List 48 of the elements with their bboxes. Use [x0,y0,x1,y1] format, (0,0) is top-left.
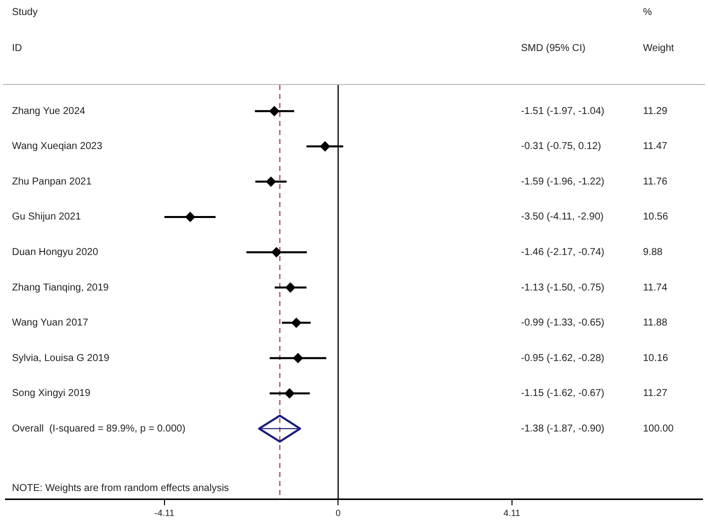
annotation: -1.15 (-1.62, -0.67) [521,388,604,400]
point [185,212,196,222]
y-tick-label: Song Xingyi 2019 [12,388,91,400]
y-tick-label: Wang Yuan 2017 [12,318,89,329]
text: ID [12,42,22,54]
y-tick-label: Zhang Tianqing, 2019 [12,282,110,294]
text: SMD (95% CI) [521,42,586,54]
annotation: -3.50 (-4.11, -2.90) [521,212,604,223]
y-tick-label: Zhang Yue 2024 [12,106,86,117]
x-tick-label: 4.11 [503,508,520,518]
text: NOTE: Weights are from random effects analysis [12,482,229,494]
point [292,353,303,364]
annotation: 9.88 [643,246,663,258]
y-tick-label: Gu Shijun 2021 [12,212,82,223]
annotation: -0.31 (-0.75, 0.12) [521,141,602,152]
text: Weight [643,42,674,54]
x-tick-label: -4.11 [154,508,174,518]
annotation: 11.27 [643,388,668,400]
point [291,318,302,328]
annotation: -1.46 (-2.17, -0.74) [521,246,604,258]
annotation: 100.00 [643,423,674,434]
annotation: 11.76 [643,176,668,188]
annotation: 11.47 [643,141,668,152]
y-tick-label: Overall (I-squared = 89.9%, p = 0.000) [12,423,186,434]
annotation: -1.51 (-1.97, -1.04) [521,106,604,117]
point [285,282,296,293]
point [271,247,282,258]
text: Study [12,6,38,18]
y-tick-label: Sylvia, Louisa G 2019 [12,352,110,364]
annotation: 11.88 [643,318,668,329]
point [284,388,295,398]
annotation: -0.95 (-1.62, -0.28) [521,352,604,364]
y-tick-label: Duan Hongyu 2020 [12,246,99,258]
point [266,176,276,187]
y-tick-label: Zhu Panpan 2021 [12,176,92,188]
annotation: 10.16 [643,352,668,364]
annotation: 11.29 [643,106,668,117]
x-tick-label: 0 [336,508,341,518]
annotation: -1.38 (-1.87, -0.90) [521,423,604,434]
y-tick-label: Wang Xueqian 2023 [12,141,103,152]
annotation: -1.59 (-1.96, -1.22) [521,176,604,188]
annotation: -1.13 (-1.50, -0.75) [521,282,604,294]
annotation: 11.74 [643,282,668,294]
point [269,106,280,116]
point [320,141,330,152]
annotation: -0.99 (-1.33, -0.65) [521,318,604,329]
text: % [643,6,652,18]
annotation: 10.56 [643,212,668,223]
